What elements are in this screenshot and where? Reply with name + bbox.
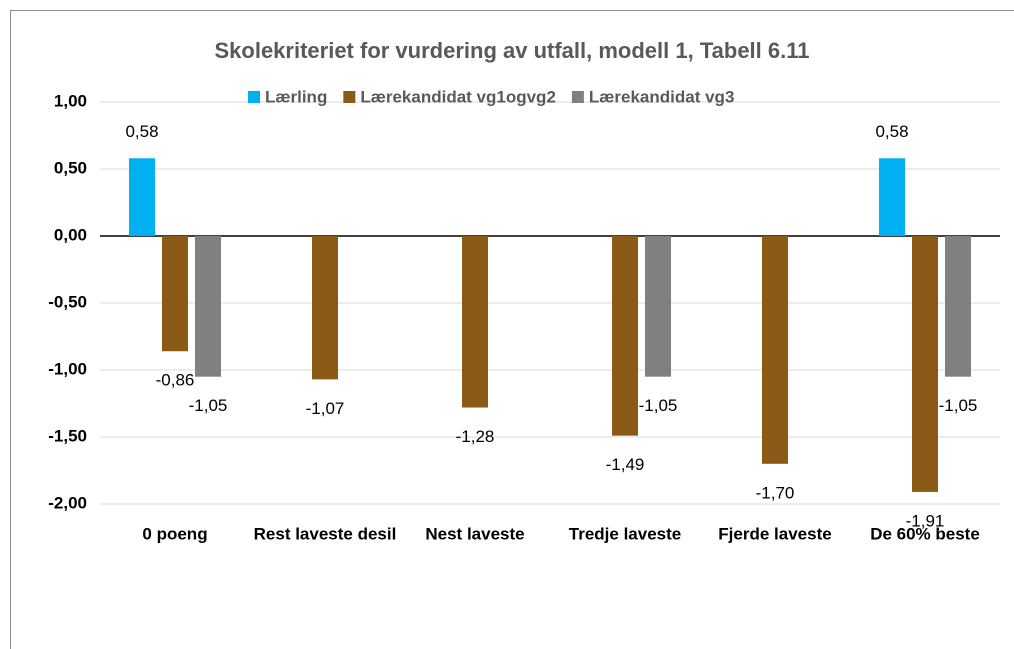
chart-title: Skolekriteriet for vurdering av utfall, … xyxy=(214,38,809,63)
bar xyxy=(612,236,638,436)
legend-label: Lærekandidat vg3 xyxy=(589,87,735,106)
bar xyxy=(879,158,905,236)
x-tick-label: De 60% beste xyxy=(870,524,980,543)
y-tick-label: -0,50 xyxy=(48,292,87,311)
bar xyxy=(129,158,155,236)
bar xyxy=(195,236,221,377)
y-tick-label: 0,50 xyxy=(54,158,87,177)
x-tick-label: Rest laveste desil xyxy=(254,524,397,543)
legend-swatch xyxy=(248,91,260,103)
data-label: -0,86 xyxy=(156,371,195,390)
y-tick-label: 1,00 xyxy=(54,91,87,110)
bar xyxy=(312,236,338,380)
bar xyxy=(912,236,938,492)
y-tick-label: -1,50 xyxy=(48,426,87,445)
bar xyxy=(645,236,671,377)
bar xyxy=(945,236,971,377)
bar xyxy=(762,236,788,464)
x-tick-label: Tredje laveste xyxy=(569,524,681,543)
data-label: 0,58 xyxy=(125,122,158,141)
data-label: -1,28 xyxy=(456,427,495,446)
y-tick-label: -1,00 xyxy=(48,359,87,378)
y-tick-label: 0,00 xyxy=(54,225,87,244)
data-label: -1,05 xyxy=(939,396,978,415)
bar xyxy=(162,236,188,352)
data-label: -1,49 xyxy=(606,455,645,474)
data-label: -1,05 xyxy=(639,396,678,415)
legend-label: Lærling xyxy=(265,87,327,106)
legend-swatch xyxy=(343,91,356,103)
data-label: 0,58 xyxy=(875,122,908,141)
data-label: -1,07 xyxy=(306,399,345,418)
legend-swatch xyxy=(571,91,584,103)
data-label: -1,70 xyxy=(756,483,795,502)
data-label: -1,91 xyxy=(906,511,945,530)
legend-label: Lærekandidat vg1ogvg2 xyxy=(360,87,556,106)
x-tick-label: Nest laveste xyxy=(425,524,524,543)
bar xyxy=(462,236,488,408)
x-tick-label: 0 poeng xyxy=(142,524,207,543)
x-tick-label: Fjerde laveste xyxy=(718,524,831,543)
y-tick-label: -2,00 xyxy=(48,493,87,512)
data-label: -1,05 xyxy=(189,396,228,415)
